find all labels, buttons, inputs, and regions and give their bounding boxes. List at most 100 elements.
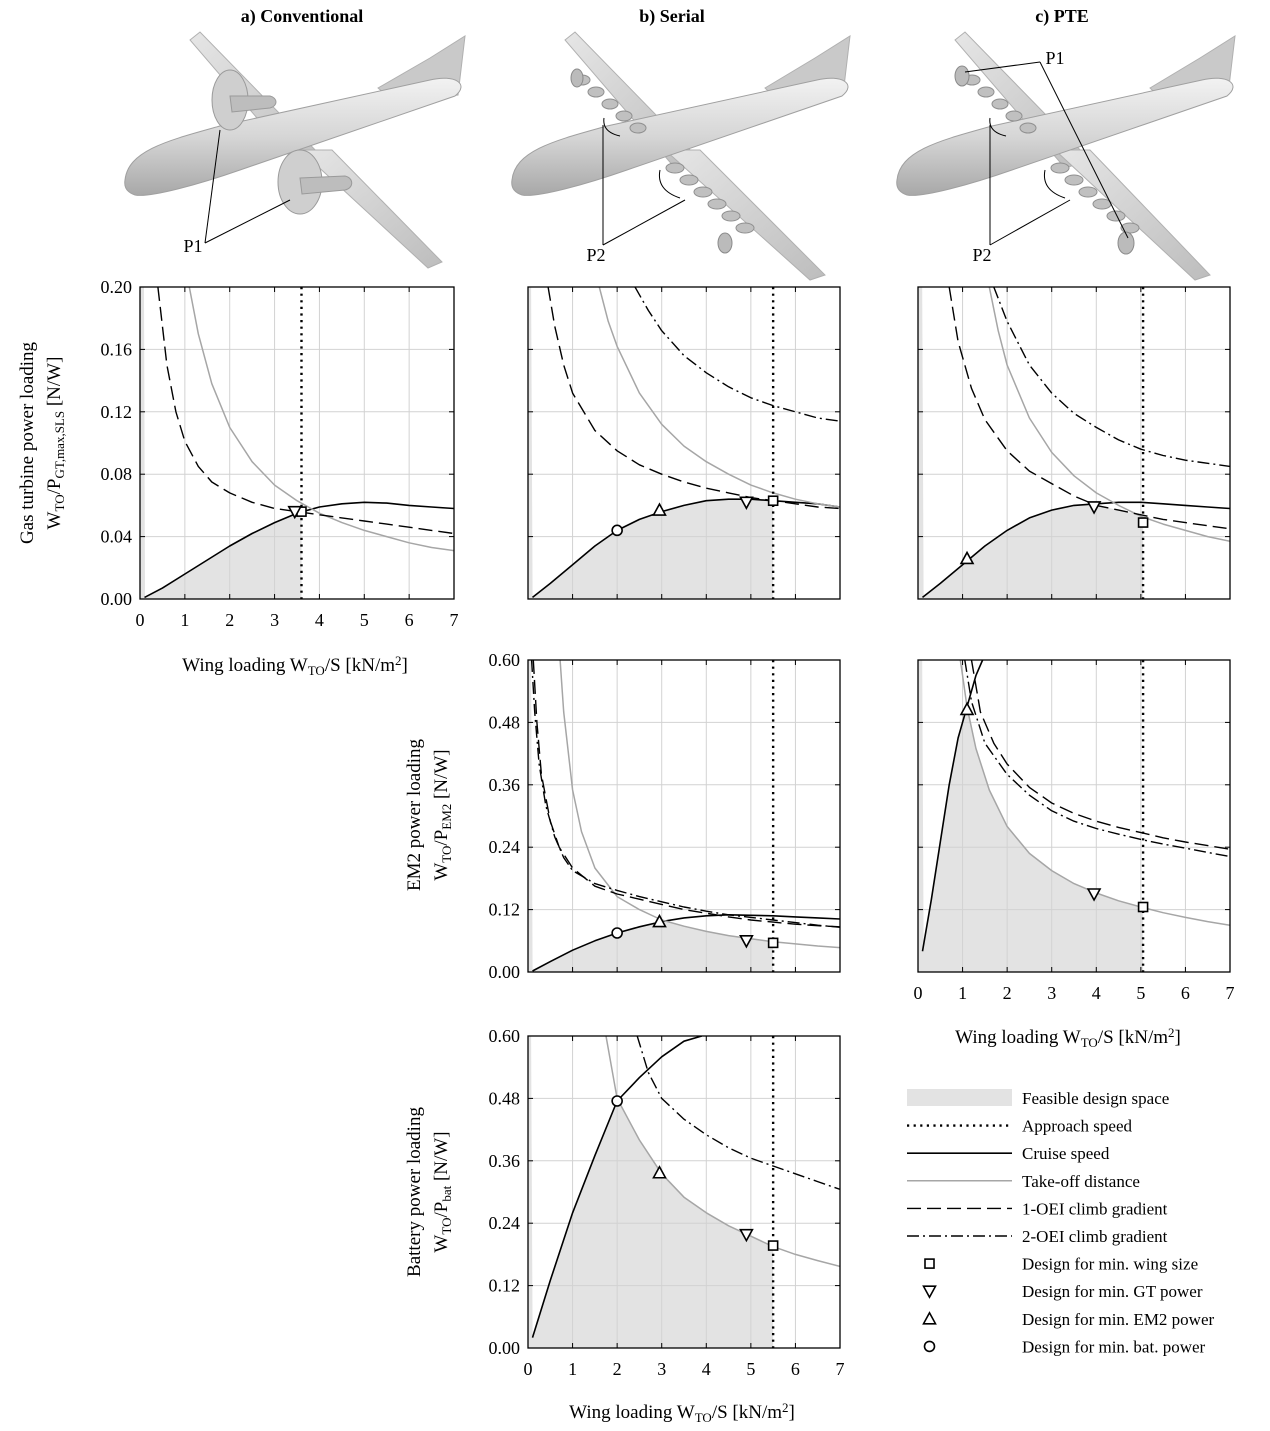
x-tick-label: 3 xyxy=(270,610,279,630)
x-tick-label: 4 xyxy=(702,1359,711,1379)
y-tick-label: 0.48 xyxy=(489,1088,521,1108)
series-take-off-distance xyxy=(188,287,454,552)
x-axis-label-b: Wing loading WTO/S [kN/m2] xyxy=(569,1400,795,1425)
x-tick-label: 5 xyxy=(1136,983,1145,1003)
series-1-oei-climb-gradient xyxy=(970,660,1230,850)
y-tick-label: 0.24 xyxy=(489,837,521,857)
legend-item-min-em2: Design for min. EM2 power xyxy=(922,1310,1215,1329)
marker-min-wing-size xyxy=(767,495,779,507)
legend-label: Design for min. GT power xyxy=(1022,1282,1203,1301)
feasible-region xyxy=(528,660,774,972)
legend-label: 2-OEI climb gradient xyxy=(1022,1227,1168,1246)
legend-item-min-bat: Design for min. bat. power xyxy=(923,1337,1206,1356)
x-axis-label-c: Wing loading WTO/S [kN/m2] xyxy=(955,1025,1181,1050)
legend: Feasible design space Approach speed Cruis… xyxy=(907,1089,1215,1356)
series-cruise-speed xyxy=(532,498,840,599)
x-tick-label: 5 xyxy=(746,1359,755,1379)
y-tick-label: 0.12 xyxy=(489,900,521,920)
x-tick-label: 1 xyxy=(568,1359,577,1379)
plot-battery-serial: 0 1 2 3 4 5 6 7 0.00 0.12 0.24 0.36 0.48 0.60 xyxy=(489,1026,845,1379)
x-tick-label: 0 xyxy=(914,983,923,1003)
marker-min-gt-power xyxy=(1086,888,1102,902)
series-2-oei-climb-gradient xyxy=(530,660,840,928)
legend-item-oei1: 1-OEI climb gradient xyxy=(907,1199,1168,1218)
x-tick-label: 2 xyxy=(613,1359,622,1379)
y-tick-label: 0.12 xyxy=(489,1276,521,1296)
legend-item-oei2: 2-OEI climb gradient xyxy=(907,1227,1168,1246)
marker-min-bat-power xyxy=(611,524,623,537)
y-tick-label: 0.04 xyxy=(101,527,133,547)
marker-min-em2-power xyxy=(652,502,667,516)
legend-marker xyxy=(922,1285,937,1299)
marker-min-wing-size xyxy=(1137,901,1149,913)
series-2-oei-climb-gradient xyxy=(636,1036,840,1191)
column-title-b: b) Serial xyxy=(639,6,705,27)
y-axis-label-em2-line2: WTO/PEM2 [N/W] xyxy=(431,749,454,880)
legend-item-takeoff: Take-off distance xyxy=(907,1172,1140,1191)
marker-min-gt-power xyxy=(739,496,754,510)
legend-marker xyxy=(924,1258,935,1269)
legend-label: 1-OEI climb gradient xyxy=(1022,1199,1168,1218)
y-tick-label: 0.00 xyxy=(101,589,133,609)
y-tick-label: 0.36 xyxy=(489,1151,521,1171)
column-title-a: a) Conventional xyxy=(241,6,364,27)
x-tick-label: 5 xyxy=(360,610,369,630)
x-tick-label: 4 xyxy=(1092,983,1101,1003)
marker-min-bat-power xyxy=(611,1095,623,1107)
x-tick-label: 6 xyxy=(1181,983,1190,1003)
y-tick-label: 0.24 xyxy=(489,1213,521,1233)
marker-min-em2-power xyxy=(959,550,975,565)
x-tick-label: 7 xyxy=(836,1359,845,1379)
series-1-oei-climb-gradient xyxy=(532,660,840,928)
plot-em2-pte: 0 1 2 3 4 5 6 7 xyxy=(914,659,1235,1003)
marker-min-wing-size xyxy=(1137,517,1149,528)
legend-label: Feasible design space xyxy=(1022,1089,1169,1108)
marker-min-gt-power xyxy=(1086,501,1102,515)
plot-gas-turbine-pte xyxy=(917,286,1231,600)
feasible-region xyxy=(918,287,1144,599)
y-tick-label: 0.08 xyxy=(101,464,133,484)
y-axis-label-gas-turbine-line2: WTO/PGT,max,SLS [N/W] xyxy=(44,357,67,530)
plot-gas-turbine-conventional: 0 1 2 3 4 5 6 7 0.00 0.04 0.08 0.12 0.16 0.20 xyxy=(101,277,459,630)
y-tick-label: 0.36 xyxy=(489,775,521,795)
axes-frame xyxy=(527,1035,841,1349)
x-tick-label: 0 xyxy=(136,610,145,630)
marker-min-em2-power xyxy=(959,701,975,716)
x-tick-label: 7 xyxy=(450,610,459,630)
y-tick-label: 0.60 xyxy=(489,1026,521,1046)
legend-label: Design for min. bat. power xyxy=(1022,1337,1206,1356)
legend-item-approach: Approach speed xyxy=(907,1117,1132,1136)
feasible-region xyxy=(528,1036,774,1348)
legend-label: Design for min. EM2 power xyxy=(1022,1310,1215,1329)
x-tick-label: 3 xyxy=(657,1359,666,1379)
x-tick-label: 3 xyxy=(1047,983,1056,1003)
legend-swatch xyxy=(907,1089,1012,1106)
marker-min-bat-power xyxy=(611,927,623,939)
legend-label: Design for min. wing size xyxy=(1022,1255,1198,1274)
marker-min-gt-power xyxy=(287,505,303,520)
y-tick-label: 0.12 xyxy=(101,402,133,422)
y-axis-label-battery-line1: Battery power loading xyxy=(404,1107,425,1277)
series-take-off-distance xyxy=(598,287,840,508)
series-2-oei-climb-gradient xyxy=(993,287,1230,468)
y-axis-label-gas-turbine-line1: Gas turbine power loading xyxy=(17,341,38,544)
y-tick-label: 0.00 xyxy=(489,1338,521,1358)
marker-min-wing-size xyxy=(767,1240,779,1251)
series-1-oei-climb-gradient xyxy=(157,287,454,535)
feasible-region xyxy=(918,660,1144,972)
x-tick-label: 1 xyxy=(180,610,189,630)
legend-label: Take-off distance xyxy=(1022,1172,1140,1191)
feasible-region xyxy=(140,287,302,599)
plot-gas-turbine-serial xyxy=(527,286,841,600)
y-tick-label: 0.20 xyxy=(101,277,133,297)
series-1-oei-climb-gradient xyxy=(948,287,1230,530)
x-tick-label: 0 xyxy=(524,1359,533,1379)
legend-marker xyxy=(922,1311,937,1325)
x-axis-label-a: Wing loading WTO/S [kN/m2] xyxy=(182,653,408,678)
marker-min-em2-power xyxy=(652,913,667,928)
callout-p2-c: P2 xyxy=(972,245,991,265)
x-tick-label: 1 xyxy=(958,983,967,1003)
legend-item-min-gt: Design for min. GT power xyxy=(922,1282,1203,1301)
legend-item-cruise: Cruise speed xyxy=(907,1144,1110,1163)
